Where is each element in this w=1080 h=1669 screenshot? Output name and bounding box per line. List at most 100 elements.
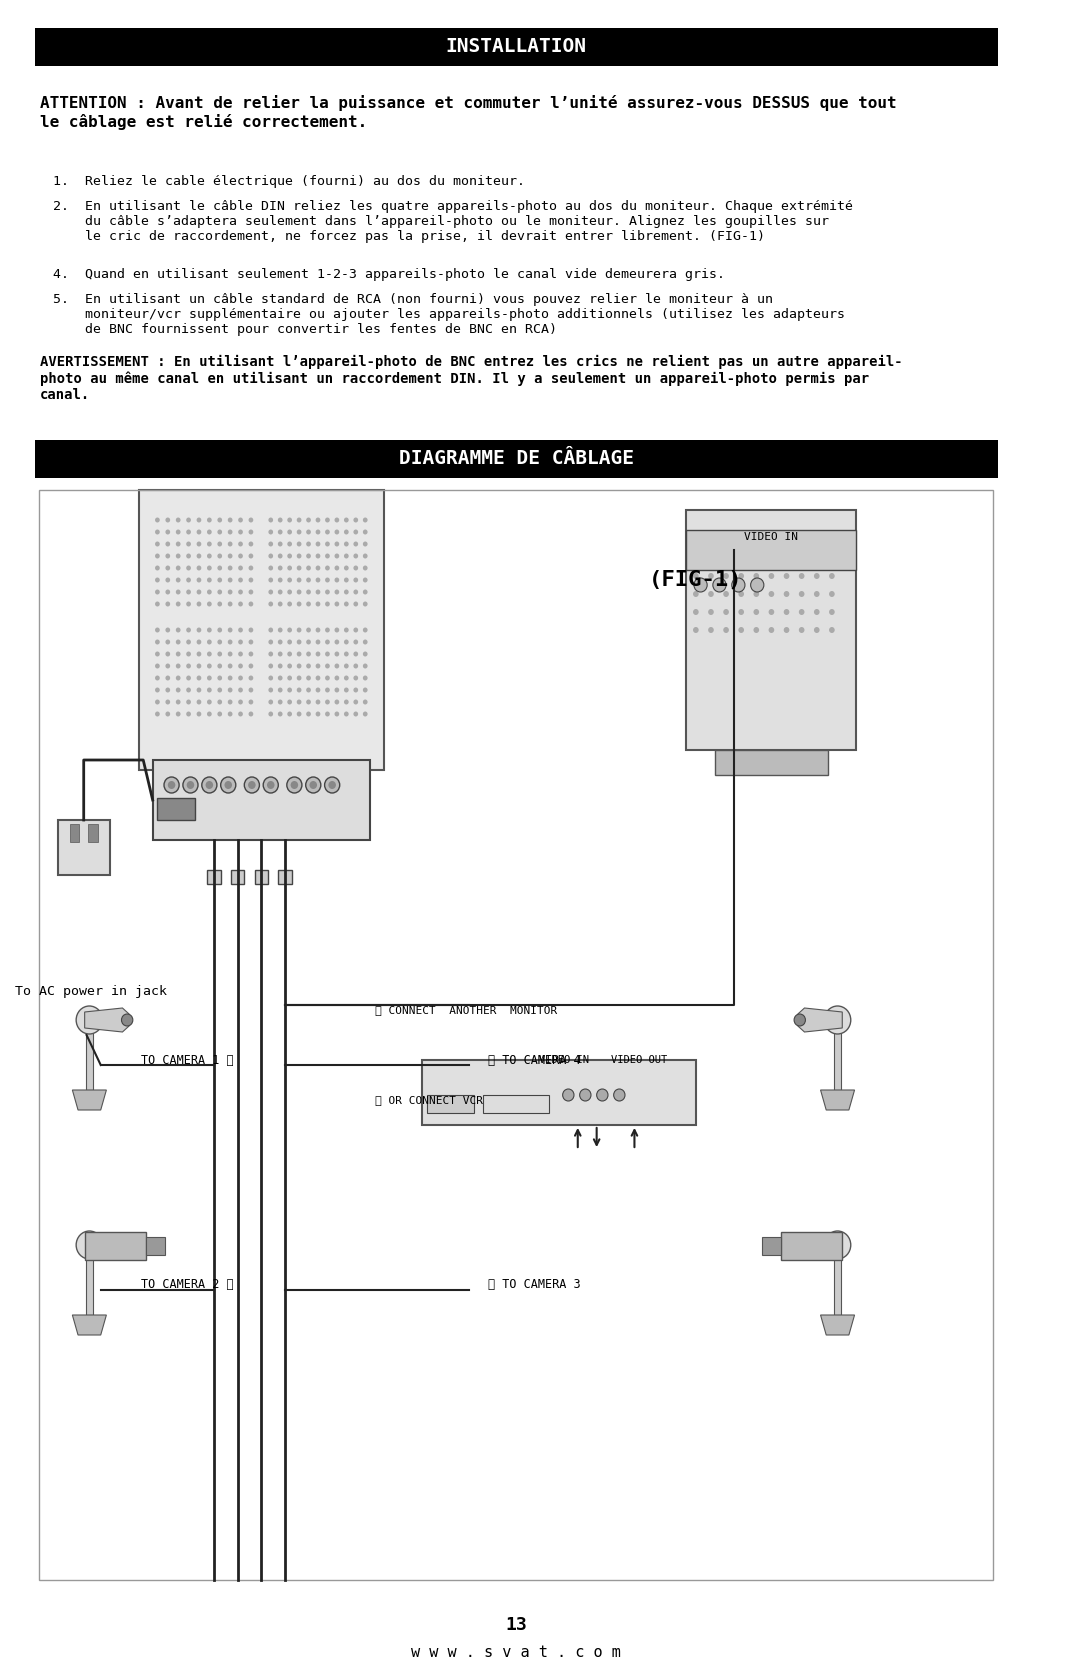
Bar	[687, 511, 856, 749]
Circle shape	[739, 537, 744, 542]
Circle shape	[799, 572, 805, 579]
Bar	[422, 1060, 696, 1125]
Circle shape	[306, 688, 311, 693]
Circle shape	[278, 577, 283, 582]
Circle shape	[186, 517, 191, 522]
Circle shape	[724, 556, 729, 561]
Bar	[231, 870, 244, 885]
Circle shape	[363, 601, 367, 606]
Circle shape	[278, 517, 283, 522]
Circle shape	[306, 639, 311, 644]
Circle shape	[335, 639, 339, 644]
Circle shape	[239, 529, 243, 534]
Circle shape	[176, 639, 180, 644]
Circle shape	[353, 566, 359, 571]
Circle shape	[306, 711, 311, 716]
Circle shape	[306, 778, 321, 793]
Circle shape	[335, 589, 339, 594]
Circle shape	[228, 589, 232, 594]
Circle shape	[248, 601, 254, 606]
Circle shape	[217, 711, 222, 716]
Circle shape	[693, 609, 699, 614]
Circle shape	[197, 577, 201, 582]
Circle shape	[165, 566, 171, 571]
Circle shape	[784, 628, 789, 633]
Circle shape	[343, 688, 349, 693]
Circle shape	[306, 676, 311, 681]
Circle shape	[297, 639, 301, 644]
Circle shape	[724, 628, 729, 633]
Circle shape	[228, 651, 232, 656]
Circle shape	[197, 554, 201, 559]
Circle shape	[207, 577, 212, 582]
Circle shape	[186, 601, 191, 606]
Circle shape	[297, 554, 301, 559]
Circle shape	[708, 556, 714, 561]
Circle shape	[343, 601, 349, 606]
Circle shape	[248, 541, 254, 546]
Circle shape	[269, 699, 273, 704]
Text: ② OR CONNECT VCR: ② OR CONNECT VCR	[375, 1095, 483, 1105]
Circle shape	[239, 517, 243, 522]
Circle shape	[239, 639, 243, 644]
Circle shape	[315, 577, 321, 582]
Bar	[84, 1232, 146, 1260]
Circle shape	[814, 572, 820, 579]
Circle shape	[353, 628, 359, 633]
Circle shape	[769, 628, 774, 633]
Circle shape	[239, 676, 243, 681]
Circle shape	[353, 664, 359, 669]
Circle shape	[278, 639, 283, 644]
Circle shape	[343, 699, 349, 704]
Circle shape	[335, 628, 339, 633]
Circle shape	[207, 566, 212, 571]
Circle shape	[207, 529, 212, 534]
Text: VIDEO IN: VIDEO IN	[744, 532, 798, 542]
Bar	[207, 870, 220, 885]
Circle shape	[165, 589, 171, 594]
Circle shape	[207, 676, 212, 681]
Circle shape	[306, 589, 311, 594]
Circle shape	[353, 589, 359, 594]
Circle shape	[297, 651, 301, 656]
Circle shape	[239, 628, 243, 633]
Circle shape	[269, 688, 273, 693]
Circle shape	[335, 664, 339, 669]
Circle shape	[176, 541, 180, 546]
Circle shape	[784, 556, 789, 561]
Circle shape	[165, 676, 171, 681]
Circle shape	[248, 651, 254, 656]
Circle shape	[739, 609, 744, 614]
Circle shape	[287, 699, 292, 704]
Circle shape	[363, 577, 367, 582]
Circle shape	[563, 1088, 573, 1102]
Bar	[89, 824, 98, 841]
Circle shape	[343, 639, 349, 644]
Circle shape	[315, 589, 321, 594]
Circle shape	[580, 1088, 591, 1102]
Circle shape	[239, 566, 243, 571]
Circle shape	[769, 537, 774, 542]
Circle shape	[335, 676, 339, 681]
Circle shape	[228, 688, 232, 693]
Circle shape	[306, 517, 311, 522]
Circle shape	[343, 664, 349, 669]
Circle shape	[287, 566, 292, 571]
Circle shape	[239, 711, 243, 716]
Circle shape	[207, 541, 212, 546]
Circle shape	[248, 688, 254, 693]
Circle shape	[751, 577, 764, 592]
Bar	[834, 1010, 841, 1090]
Circle shape	[814, 591, 820, 598]
Bar	[58, 819, 110, 875]
Circle shape	[248, 529, 254, 534]
Circle shape	[287, 628, 292, 633]
Circle shape	[343, 676, 349, 681]
Circle shape	[794, 1015, 806, 1026]
Circle shape	[335, 711, 339, 716]
Circle shape	[217, 541, 222, 546]
Circle shape	[315, 676, 321, 681]
Circle shape	[754, 591, 759, 598]
Circle shape	[693, 537, 699, 542]
Circle shape	[207, 651, 212, 656]
